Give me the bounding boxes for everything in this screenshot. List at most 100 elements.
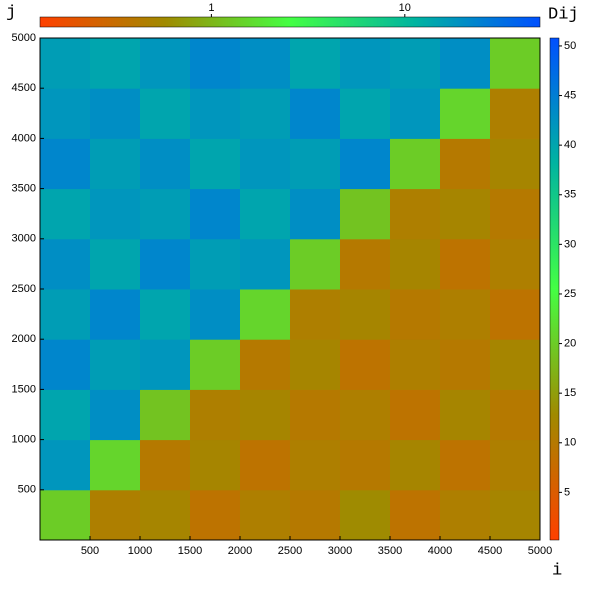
x-tick-label: 2500 [278, 545, 302, 557]
x-tick-label: 4500 [478, 545, 502, 557]
heatmap-cell [390, 238, 441, 290]
heatmap-cell [490, 389, 541, 441]
heatmap-cell [340, 138, 391, 190]
colorbar-tick-label: 35 [564, 189, 576, 201]
heatmap-cell [240, 238, 291, 290]
x-tick-label: 5000 [528, 545, 552, 557]
heatmap-cell [340, 188, 391, 240]
y-tick-label: 4000 [12, 132, 36, 144]
heatmap-cell [140, 289, 191, 340]
colorbar-tick-label: 45 [564, 89, 576, 101]
heatmap-cell [390, 188, 441, 240]
heatmap-cell [40, 188, 91, 240]
heatmap-cell [290, 188, 341, 240]
heatmap-cell [440, 289, 491, 340]
heatmap-cell [440, 38, 491, 89]
colorbar-tick-label: 25 [564, 288, 576, 300]
heatmap-cell [290, 238, 341, 290]
heatmap-cell [440, 439, 491, 491]
heatmap-cell [440, 489, 491, 541]
colorbar-tick-label: 50 [564, 40, 576, 52]
x-tick-label: 2000 [228, 545, 252, 557]
heatmap-cell [240, 289, 291, 340]
colorbar-tick-label: 30 [564, 238, 576, 250]
heatmap-cell [40, 439, 91, 491]
heatmap-cell [190, 489, 241, 541]
heatmap-cell [40, 238, 91, 290]
heatmap-cell [140, 439, 191, 491]
heatmap-cell [290, 439, 341, 491]
x-tick-label: 4000 [428, 545, 452, 557]
heatmap-cell [90, 289, 141, 340]
y-tick-label: 2000 [12, 333, 36, 345]
heatmap-cell [490, 238, 541, 290]
heatmap-cell [490, 489, 541, 541]
heatmap-cell [290, 489, 341, 541]
heatmap-cell [140, 188, 191, 240]
heatmap-cell [90, 38, 141, 89]
heatmap-cell [340, 238, 391, 290]
x-tick-label: 500 [81, 545, 99, 557]
heatmap-cell [440, 389, 491, 441]
heatmap-cell [340, 389, 391, 441]
heatmap-cell [90, 188, 141, 240]
y-tick-label: 2500 [12, 283, 36, 295]
heatmap-cell [140, 339, 191, 390]
heatmap-cell [290, 88, 341, 139]
heatmap-cell [140, 138, 191, 190]
heatmap-cell [40, 138, 91, 190]
heatmap-cell [190, 138, 241, 190]
heatmap-cell [240, 138, 291, 190]
colorbar-tick-label: 40 [564, 139, 576, 151]
heatmap-cell [90, 238, 141, 290]
heatmap-cell [40, 289, 91, 340]
heatmap-cell [240, 188, 291, 240]
heatmap-cell [440, 339, 491, 390]
heatmap-cell [440, 188, 491, 240]
log-colorbar-tick-label: 10 [399, 2, 411, 14]
y-axis-label: j [6, 3, 16, 22]
heatmap-cell [490, 188, 541, 240]
heatmap-cell [90, 489, 141, 541]
heatmap-cell [490, 38, 541, 89]
heatmap-cell [490, 88, 541, 139]
heatmap-cell [290, 339, 341, 390]
heatmap-cell [440, 88, 491, 139]
y-tick-label: 3500 [12, 183, 36, 195]
heatmap-cell [90, 88, 141, 139]
x-tick-label: 1000 [128, 545, 152, 557]
heatmap-cell [240, 489, 291, 541]
heatmap-cell [440, 238, 491, 290]
colorbar-tick-label: 15 [564, 387, 576, 399]
heatmap-cell [40, 38, 91, 89]
log-colorbar-tick-label: 1 [208, 2, 214, 14]
x-tick-label: 3000 [328, 545, 352, 557]
heatmap-cell [190, 439, 241, 491]
x-axis-label: i [552, 561, 562, 580]
heatmap-cell [490, 138, 541, 190]
heatmap-cell [190, 289, 241, 340]
heatmap-cell [490, 289, 541, 340]
heatmap-cell [190, 389, 241, 441]
heatmap-cell [90, 339, 141, 390]
heatmap-cell [190, 88, 241, 139]
heatmap-cell [340, 489, 391, 541]
heatmap-cell [40, 339, 91, 390]
heatmap-cell [240, 38, 291, 89]
heatmap-cell [340, 439, 391, 491]
y-tick-label: 500 [18, 484, 36, 496]
heatmap-cell [490, 339, 541, 390]
log-colorbar [39, 16, 541, 28]
y-tick-label: 4500 [12, 82, 36, 94]
heatmap-cell [40, 489, 91, 541]
heatmap-cell [140, 238, 191, 290]
heatmap-cell [290, 289, 341, 340]
colorbar-tick-label: 5 [564, 486, 570, 498]
heatmap-cell [240, 339, 291, 390]
heatmap-cell [240, 439, 291, 491]
heatmap-cell [390, 489, 441, 541]
colorbar-label: Dij [548, 5, 579, 24]
heatmap-cell [190, 339, 241, 390]
heatmap-cell [90, 439, 141, 491]
